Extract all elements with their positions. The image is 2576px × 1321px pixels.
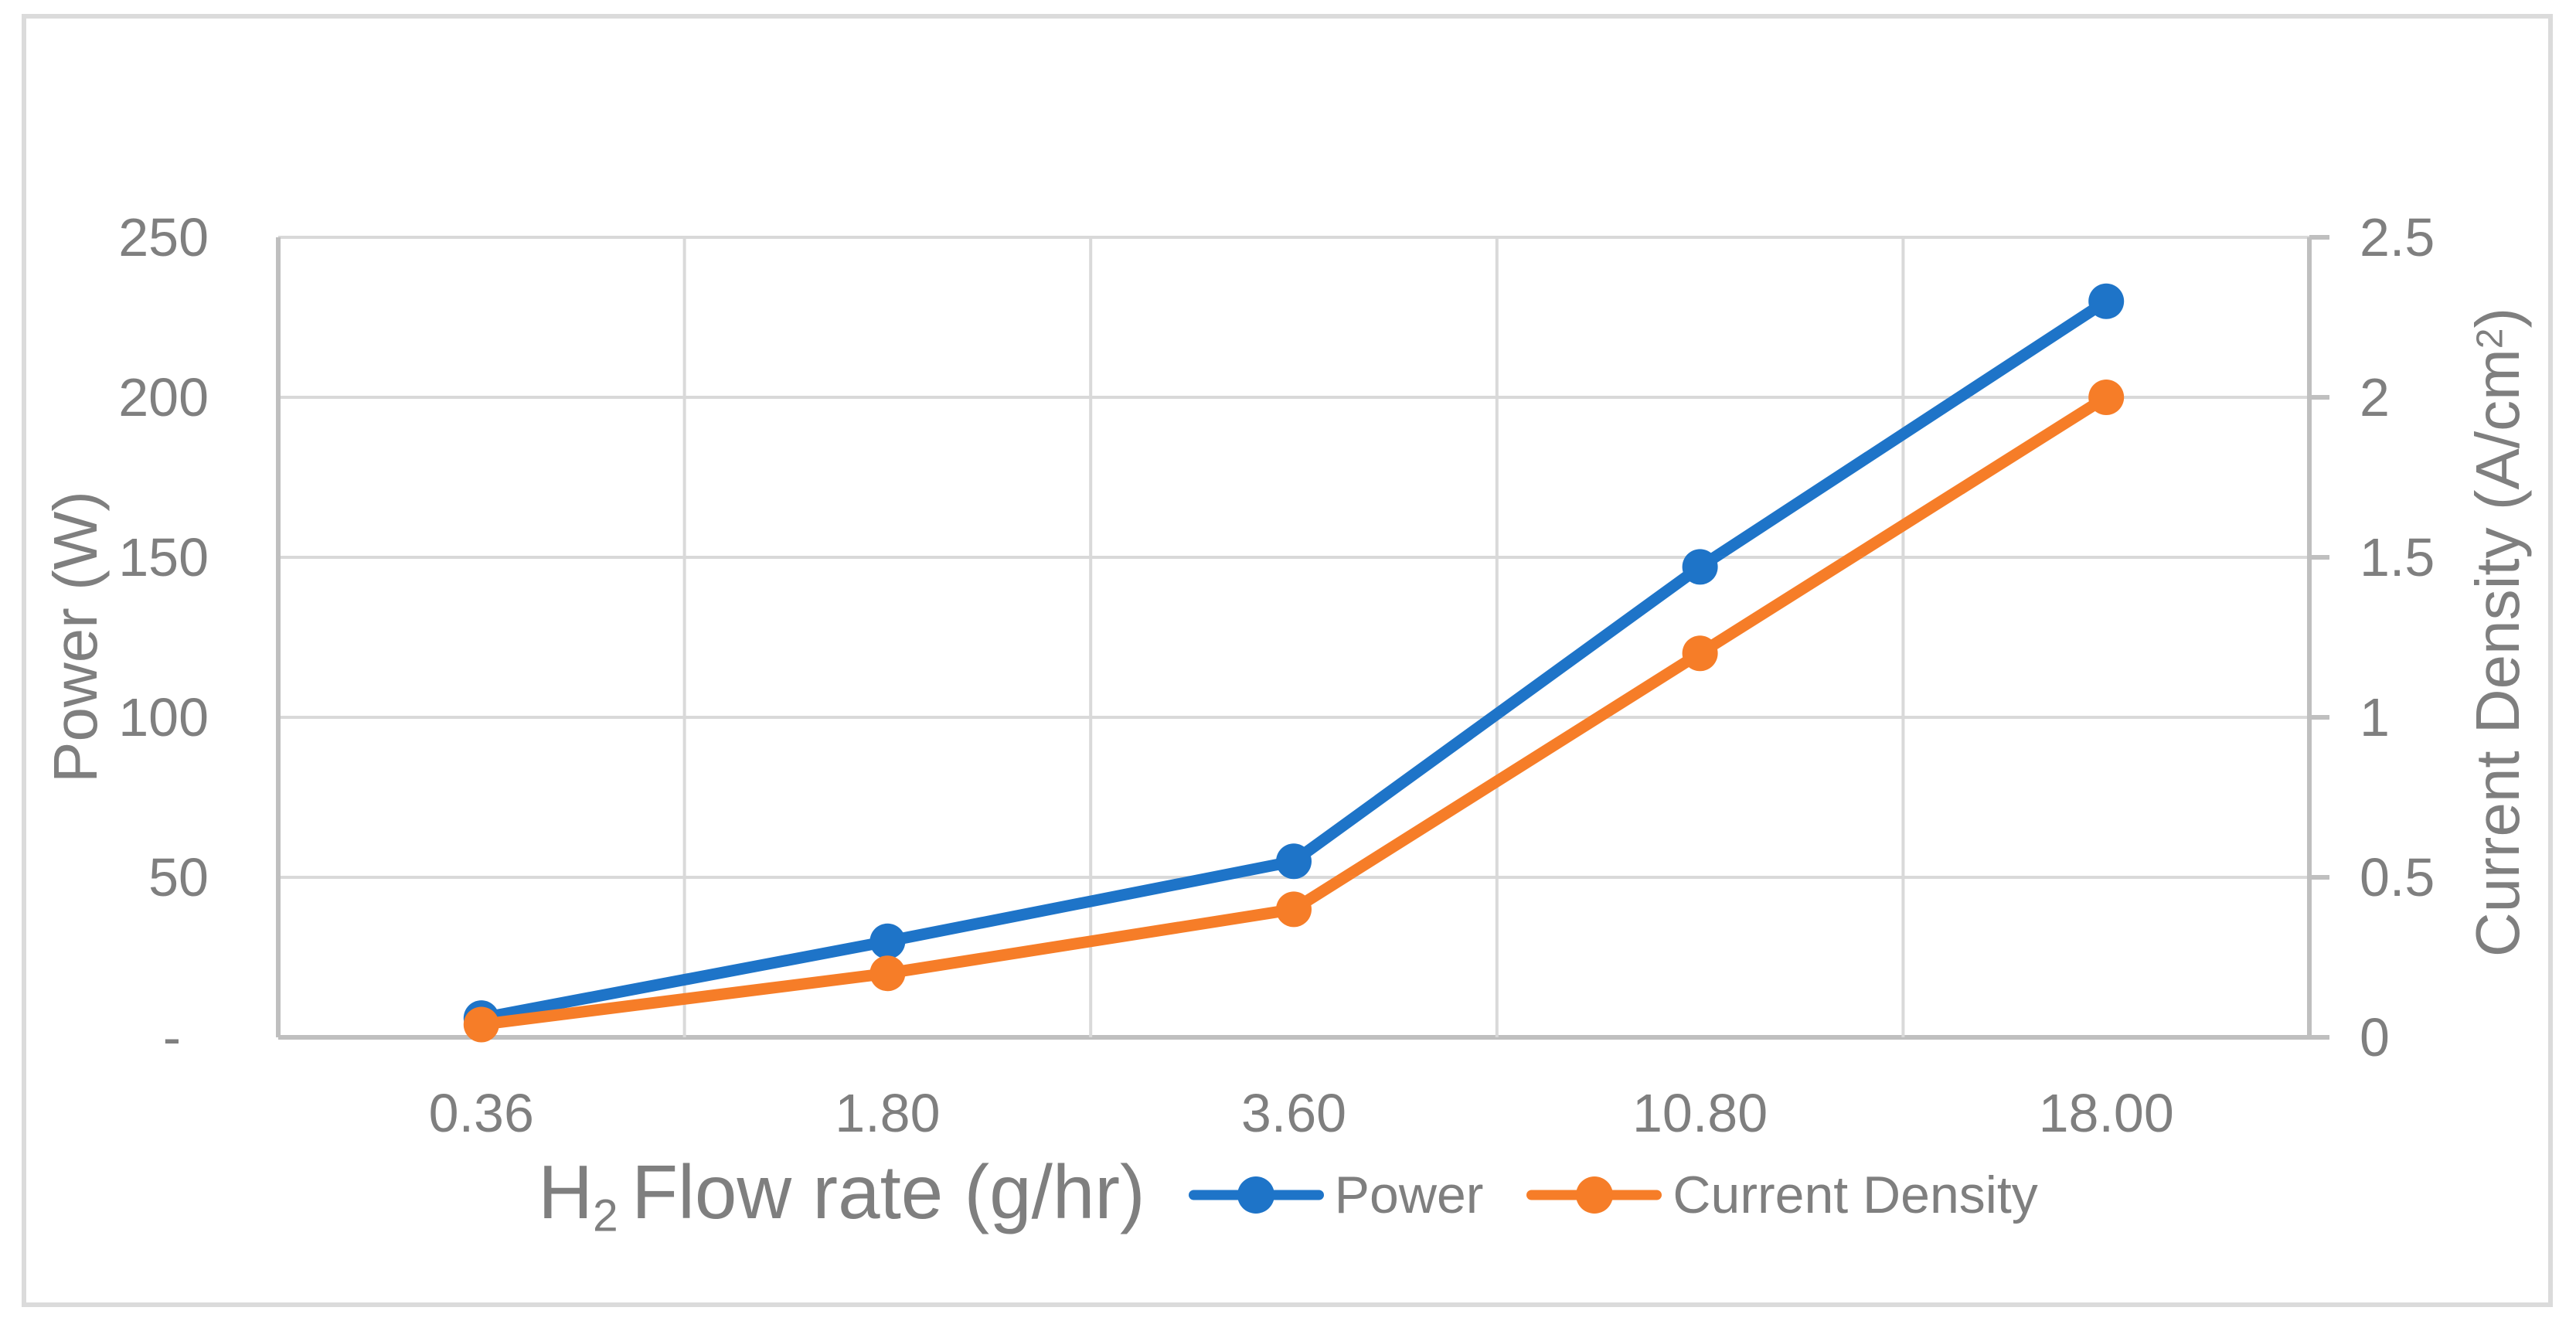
legend-label: Power <box>1334 1166 1484 1224</box>
data-point-current-density <box>463 1006 499 1043</box>
right-axis-tick-label: 1 <box>2360 687 2390 747</box>
right-axis-title-close: ) <box>2463 307 2532 329</box>
right-axis-tick-label: 0 <box>2360 1007 2390 1067</box>
legend-dot <box>1237 1176 1275 1214</box>
legend-marker-icon <box>1188 1175 1324 1215</box>
legend-label: Current Density <box>1673 1166 2038 1224</box>
left-axis-tick-label: 100 <box>118 687 209 747</box>
left-axis-tick-label: - <box>162 1007 181 1067</box>
right-axis-tick-label: 1.5 <box>2360 527 2435 587</box>
data-point-current-density <box>1682 635 1718 672</box>
right-axis-title-superscript: 2 <box>2469 328 2511 349</box>
data-point-current-density <box>2088 380 2125 415</box>
legend-item-current-density: Current Density <box>1526 1165 2038 1225</box>
series-line-current-density <box>475 391 2112 1030</box>
right-axis-tick-label: 0.5 <box>2360 847 2435 907</box>
x-axis-tick-label: 3.60 <box>1240 1083 1347 1143</box>
x-axis-tick-label: 18.00 <box>2038 1083 2174 1143</box>
right-axis-tick-label: 2 <box>2360 367 2390 427</box>
legend: Power Current Density <box>1188 1165 2038 1225</box>
x-axis-tick-label: 10.80 <box>1632 1083 1768 1143</box>
legend-dot <box>1575 1176 1613 1214</box>
plot-area <box>276 235 2329 1043</box>
left-axis-tick-label: 150 <box>118 527 209 587</box>
x-axis-title-h: H <box>538 1149 593 1234</box>
x-axis-title-subscript: 2 <box>592 1190 618 1241</box>
legend-item-power: Power <box>1188 1165 1484 1225</box>
left-axis-tick-label: 200 <box>118 367 209 427</box>
x-axis-title-and-legend: H2 Flow rate (g/hr) Power Current Density <box>0 1149 2576 1241</box>
data-point-power <box>2088 283 2125 319</box>
left-axis-tick-label: 50 <box>148 847 209 907</box>
x-axis-title-rest: Flow rate (g/hr) <box>631 1149 1145 1234</box>
chart-border <box>22 14 2553 1307</box>
data-point-power <box>1682 549 1718 585</box>
legend-marker-icon <box>1526 1175 1662 1215</box>
data-point-power <box>869 923 906 959</box>
x-axis-title: H2 Flow rate (g/hr) <box>538 1149 1145 1241</box>
x-axis-tick-label: 1.80 <box>835 1083 941 1143</box>
right-axis-tick-label: 2.5 <box>2360 207 2435 267</box>
data-point-power <box>1276 843 1312 880</box>
left-axis-tick-label: 250 <box>118 207 209 267</box>
x-axis-tick-label: 0.36 <box>428 1083 534 1143</box>
data-point-current-density <box>1276 891 1312 928</box>
data-point-current-density <box>869 955 906 992</box>
